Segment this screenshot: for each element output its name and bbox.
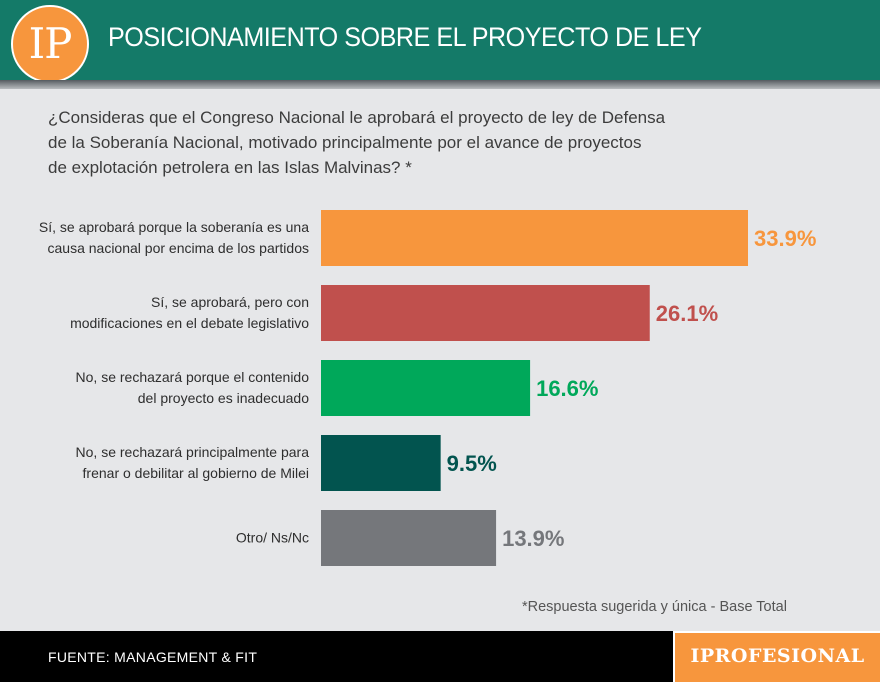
category-label: modificaciones en el debate legislativo (70, 315, 309, 331)
question-line: ¿Consideras que el Congreso Nacional le … (48, 108, 666, 127)
category-label: del proyecto es inadecuado (138, 390, 309, 406)
bar (321, 435, 441, 491)
data-label: 16.6% (536, 376, 598, 401)
survey-question: ¿Consideras que el Congreso Nacional le … (48, 105, 698, 180)
question-line: de la Soberanía Nacional, motivado princ… (48, 133, 642, 152)
bar (321, 210, 748, 266)
ip-logo: IP (11, 5, 89, 83)
category-label: Sí, se aprobará, pero con (151, 294, 309, 310)
data-label: 26.1% (656, 301, 718, 326)
bar (321, 510, 497, 566)
category-label: No, se rechazará principalmente para (76, 444, 310, 460)
data-label: 13.9% (502, 526, 564, 551)
footnote: *Respuesta sugerida y única - Base Total (522, 599, 787, 615)
category-label: causa nacional por encima de los partido… (48, 240, 310, 256)
brand-box: IPROFESIONAL (673, 631, 880, 682)
source-text: FUENTE: MANAGEMENT & FIT (48, 649, 258, 665)
category-label: Otro/ Ns/Nc (236, 530, 309, 546)
bar (321, 285, 650, 341)
bar-chart: 33.9% Sí, se aprobará porque la soberanía… (39, 210, 816, 566)
brand-logo: IPROFESIONAL (690, 645, 865, 667)
header-bar: IP POSICIONAMIENTO SOBRE EL PROYECTO DE … (0, 0, 880, 83)
category-label: frenar o debilitar al gobierno de Milei (83, 465, 309, 481)
bar (321, 360, 531, 416)
category-label: No, se rechazará porque el contenido (76, 369, 310, 385)
question-line: de explotación petrolera en las Islas Ma… (48, 158, 412, 177)
data-label: 33.9% (754, 226, 816, 251)
page-title: POSICIONAMIENTO SOBRE EL PROYECTO DE LEY (108, 22, 702, 52)
category-label: Sí, se aprobará porque la soberanía es u… (39, 219, 309, 235)
logo-text: IP (28, 19, 73, 68)
data-label: 9.5% (447, 451, 497, 476)
footer-bar: FUENTE: MANAGEMENT & FIT IPROFESIONAL (0, 631, 880, 682)
header-shadow (0, 80, 880, 89)
